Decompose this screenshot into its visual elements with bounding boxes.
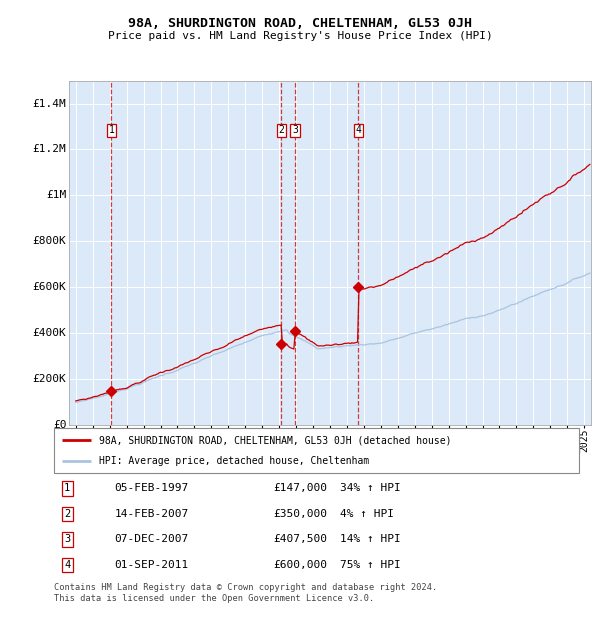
Text: £1.2M: £1.2M (32, 144, 67, 154)
Text: 75% ↑ HPI: 75% ↑ HPI (340, 560, 401, 570)
Text: £147,000: £147,000 (273, 484, 327, 494)
Text: This data is licensed under the Open Government Licence v3.0.: This data is licensed under the Open Gov… (54, 594, 374, 603)
Text: 2: 2 (64, 509, 70, 519)
Text: £800K: £800K (32, 236, 67, 246)
Text: 14-FEB-2007: 14-FEB-2007 (115, 509, 188, 519)
Text: 07-DEC-2007: 07-DEC-2007 (115, 534, 188, 544)
Text: 01-SEP-2011: 01-SEP-2011 (115, 560, 188, 570)
Text: £350,000: £350,000 (273, 509, 327, 519)
Text: 1: 1 (109, 125, 115, 136)
Text: £400K: £400K (32, 328, 67, 338)
Text: 2: 2 (278, 125, 284, 136)
Text: 4: 4 (355, 125, 361, 136)
Text: 14% ↑ HPI: 14% ↑ HPI (340, 534, 401, 544)
FancyBboxPatch shape (54, 428, 579, 473)
Text: 3: 3 (64, 534, 70, 544)
Text: £1M: £1M (46, 190, 67, 200)
Text: £600,000: £600,000 (273, 560, 327, 570)
Text: £407,500: £407,500 (273, 534, 327, 544)
Text: 98A, SHURDINGTON ROAD, CHELTENHAM, GL53 0JH (detached house): 98A, SHURDINGTON ROAD, CHELTENHAM, GL53 … (98, 435, 451, 446)
Text: £1.4M: £1.4M (32, 99, 67, 108)
Text: 05-FEB-1997: 05-FEB-1997 (115, 484, 188, 494)
Text: £0: £0 (53, 420, 67, 430)
Text: 3: 3 (292, 125, 298, 136)
Text: 4: 4 (64, 560, 70, 570)
Text: £200K: £200K (32, 374, 67, 384)
Text: £600K: £600K (32, 282, 67, 292)
Text: Contains HM Land Registry data © Crown copyright and database right 2024.: Contains HM Land Registry data © Crown c… (54, 583, 437, 592)
Text: 34% ↑ HPI: 34% ↑ HPI (340, 484, 401, 494)
Text: Price paid vs. HM Land Registry's House Price Index (HPI): Price paid vs. HM Land Registry's House … (107, 31, 493, 41)
Text: HPI: Average price, detached house, Cheltenham: HPI: Average price, detached house, Chel… (98, 456, 369, 466)
Text: 98A, SHURDINGTON ROAD, CHELTENHAM, GL53 0JH: 98A, SHURDINGTON ROAD, CHELTENHAM, GL53 … (128, 17, 472, 30)
Text: 4% ↑ HPI: 4% ↑ HPI (340, 509, 394, 519)
Text: 1: 1 (64, 484, 70, 494)
